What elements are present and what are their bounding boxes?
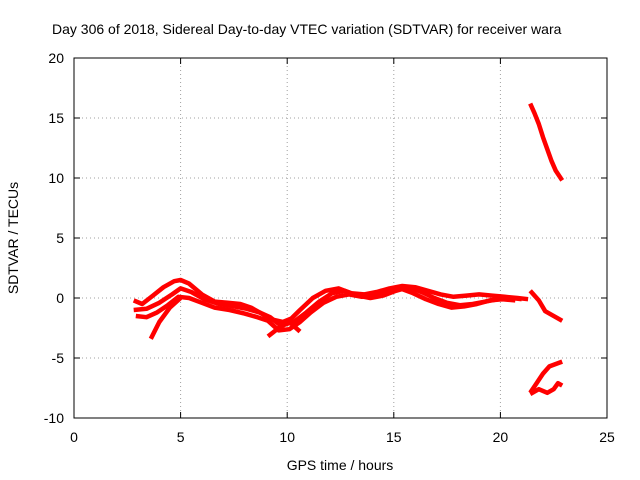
y-axis-label: SDTVAR / TECUs xyxy=(5,182,21,294)
x-tick-label: 20 xyxy=(493,429,509,445)
series-track-4 xyxy=(148,296,183,340)
y-tick-label: 15 xyxy=(48,110,64,126)
y-tick-label: -5 xyxy=(52,350,65,366)
y-tick-label: -10 xyxy=(44,410,64,426)
series-track-7 xyxy=(528,102,565,182)
y-tick-label: 10 xyxy=(48,170,64,186)
series-track-5 xyxy=(266,319,302,339)
x-tick-label: 15 xyxy=(386,429,402,445)
y-tick-label: 0 xyxy=(56,290,64,306)
series-track-1 xyxy=(132,277,529,325)
x-tick-label: 5 xyxy=(177,429,185,445)
grid xyxy=(74,58,607,418)
x-tick-label: 25 xyxy=(599,429,615,445)
y-tick-label: 20 xyxy=(48,50,64,66)
x-axis-label: GPS time / hours xyxy=(287,457,394,473)
plot-frame xyxy=(73,57,608,419)
series-layer xyxy=(132,102,565,396)
series-track-9 xyxy=(529,380,564,396)
series-track-6 xyxy=(528,289,564,323)
series-track-8 xyxy=(528,359,563,395)
chart-title: Day 306 of 2018, Sidereal Day-to-day VTE… xyxy=(52,21,562,37)
series-track-3 xyxy=(135,286,516,333)
tick-layer: 0 5 10 15 20 25 -10 -5 0 5 10 15 20 xyxy=(44,50,615,445)
x-tick-label: 0 xyxy=(70,429,78,445)
x-tick-label: 10 xyxy=(279,429,295,445)
y-tick-label: 5 xyxy=(56,230,64,246)
